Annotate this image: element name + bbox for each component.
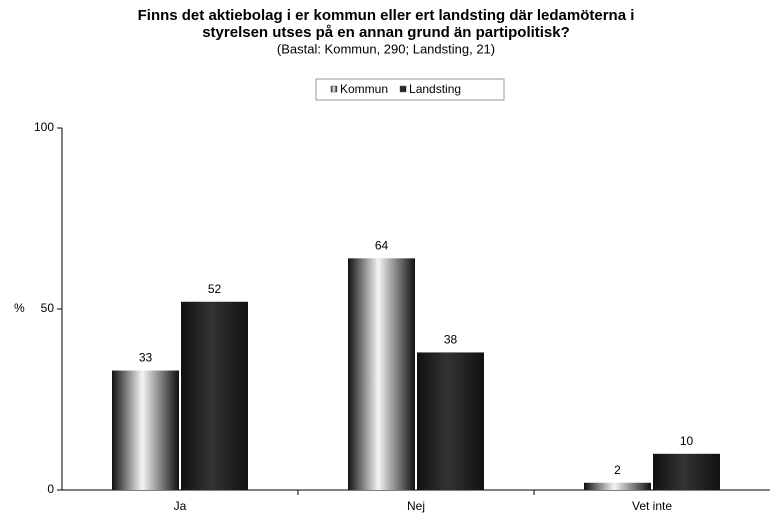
y-tick-label: 0 [47,482,54,496]
value-label: 2 [614,463,621,477]
chart-title: styrelsen utses på en annan grund än par… [202,24,570,41]
value-label: 33 [139,351,153,365]
legend-swatch [330,85,338,93]
legend-swatch [399,85,407,93]
chart-title: Finns det aktiebolag i er kommun eller e… [138,7,635,24]
legend-box [315,78,505,101]
bar [348,258,415,490]
x-tick-label: Ja [174,499,187,513]
bar [181,301,248,490]
bar [584,482,651,490]
x-tick-label: Vet inte [632,499,672,513]
y-tick-label: 100 [34,120,54,134]
value-label: 52 [208,282,222,296]
bar [653,453,720,490]
x-tick-label: Nej [407,499,425,513]
value-label: 64 [375,238,389,252]
y-tick-label: 50 [41,301,55,315]
value-label: 10 [680,434,694,448]
legend-label: Kommun [340,82,388,96]
bar [112,370,179,490]
chart-subtitle: (Bastal: Kommun, 290; Landsting, 21) [277,41,495,56]
bar [417,352,484,490]
y-axis-label: % [14,301,25,315]
legend-label: Landsting [409,82,461,96]
value-label: 38 [444,333,458,347]
